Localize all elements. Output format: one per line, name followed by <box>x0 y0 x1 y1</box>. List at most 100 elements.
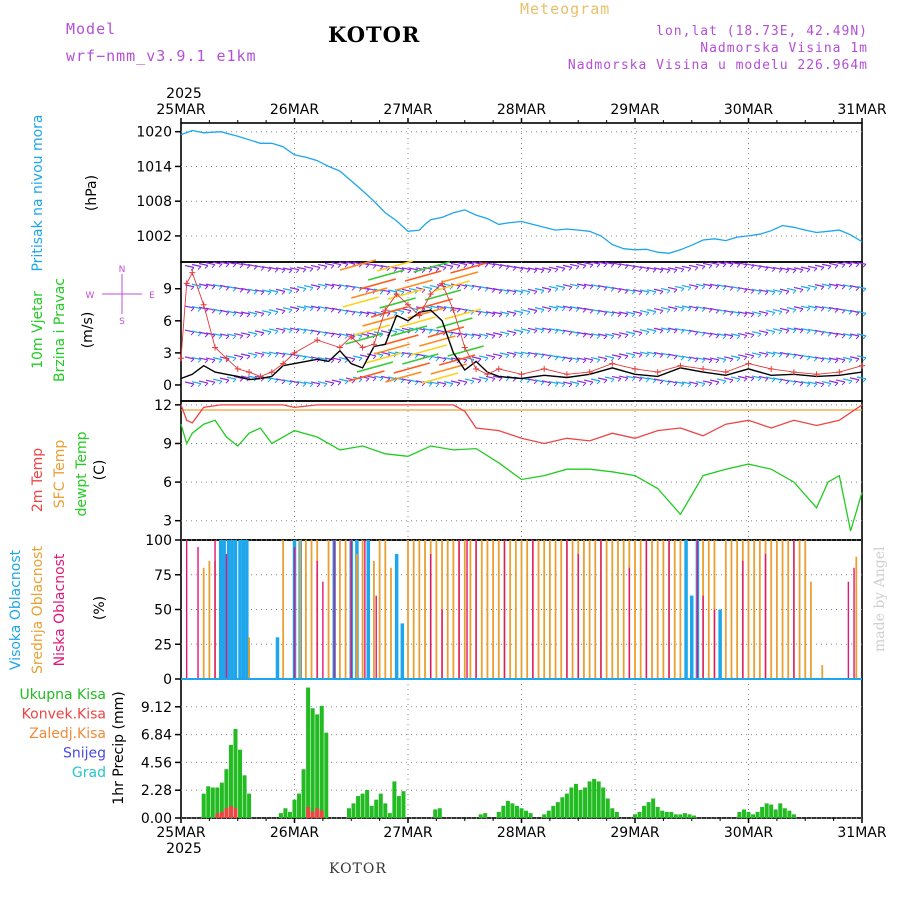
wind-barb <box>659 354 664 358</box>
wind-barb <box>645 312 650 316</box>
precip-bar-total <box>396 796 401 818</box>
precip-bar-total <box>210 787 215 818</box>
wind-barb <box>743 264 748 269</box>
wind-barb <box>421 289 426 293</box>
wind-barb <box>722 380 727 385</box>
wind-barb <box>786 379 797 383</box>
wind-barb <box>212 378 223 382</box>
wind-barb <box>198 380 209 384</box>
wind-barb <box>225 379 230 384</box>
wind-barb <box>359 332 370 337</box>
wind-barb <box>646 328 657 332</box>
wind-barb <box>274 268 279 273</box>
wind-barb <box>561 357 566 362</box>
wind-barb <box>568 307 573 312</box>
cloud-bar-mid <box>594 540 597 679</box>
precip-bar-total <box>660 810 665 818</box>
wind-barb <box>758 310 769 314</box>
wind-barb <box>226 310 237 314</box>
x-tick-label-bottom: 25MAR <box>156 825 205 841</box>
wind-barb <box>282 379 293 383</box>
wind-barb <box>288 309 293 314</box>
wind-barb <box>862 263 867 268</box>
cloud-bar-low <box>375 595 377 679</box>
precip-bar-total <box>560 797 565 818</box>
precip-bar-total <box>324 732 329 818</box>
wind-barb <box>744 375 755 379</box>
wind-barb <box>666 354 671 359</box>
wind-barb <box>478 376 489 380</box>
wind-barb <box>646 309 657 313</box>
precip-bar-total <box>514 805 519 818</box>
wind-barb <box>233 262 244 266</box>
wind-barb <box>779 267 790 271</box>
wind-barb <box>708 285 713 290</box>
wind-barb <box>828 380 839 384</box>
wind-barb <box>758 375 769 380</box>
wind-axis-title-1: 10m Vjetar <box>30 291 46 369</box>
wind-barb <box>253 290 258 295</box>
wind-barb <box>597 261 608 265</box>
wind-barb <box>288 290 293 294</box>
wind-barb <box>247 288 258 292</box>
wind-barb <box>492 332 503 336</box>
y-tick-label: 3 <box>163 514 172 530</box>
wind-arrow <box>444 308 482 320</box>
wind-barb <box>730 355 741 359</box>
wind-barb <box>274 311 279 316</box>
wind-barb <box>428 330 433 334</box>
wind-barb <box>393 312 398 317</box>
cloud-bar-mid <box>390 567 392 679</box>
wind-barb <box>197 359 202 363</box>
wind-barb <box>806 288 811 292</box>
precip-bar-total <box>496 811 501 818</box>
wind-barb <box>806 383 811 387</box>
wind-barb <box>323 383 328 388</box>
cloud-bar-mid <box>617 540 619 679</box>
wind-barb <box>225 335 230 340</box>
wind-barb <box>631 333 636 338</box>
wind-barb <box>666 309 671 313</box>
wind-barb <box>653 327 664 331</box>
wind-barb <box>799 269 804 274</box>
wind-barb <box>463 359 468 364</box>
wind-barb <box>834 309 839 313</box>
wind-barb <box>190 331 195 336</box>
wind-barb <box>674 381 685 385</box>
wind-barb <box>751 352 762 356</box>
wind-barb <box>232 263 237 268</box>
precip-bar-total <box>601 787 606 818</box>
wind-barb <box>295 355 300 360</box>
precip-bar-total <box>297 793 302 818</box>
x-tick-label-top: 25MAR <box>156 102 205 118</box>
precip-bar-total <box>564 793 569 818</box>
wind-barb <box>407 269 412 274</box>
wind-barb <box>365 264 370 269</box>
model-label: Model <box>66 20 117 38</box>
cloud-bar-low <box>713 609 716 679</box>
wind-barb <box>548 380 559 385</box>
wind-barb <box>338 333 349 337</box>
wind-barb <box>428 268 433 273</box>
wind-barb <box>596 335 601 340</box>
wind-barb <box>779 307 790 312</box>
wind-barb <box>695 306 706 310</box>
wind-barb <box>610 335 615 340</box>
wind-barb <box>330 265 335 269</box>
wind-barb <box>303 265 314 270</box>
wind-barb <box>827 332 832 337</box>
wind-barb <box>484 335 489 340</box>
wind-barb <box>450 331 461 335</box>
wind-barb <box>275 288 286 292</box>
wind-barb <box>499 311 510 315</box>
cloud-bar-mid <box>407 540 409 679</box>
wind-barb <box>632 289 643 293</box>
wind-barb <box>695 263 706 267</box>
wind-barb <box>814 284 825 288</box>
precip-bar-convective <box>224 808 229 818</box>
wind-barb <box>429 305 440 309</box>
wind-barb <box>401 267 412 271</box>
cloud-bar-high <box>230 540 234 679</box>
wind-barb <box>729 312 734 316</box>
wind-barb <box>401 308 412 312</box>
